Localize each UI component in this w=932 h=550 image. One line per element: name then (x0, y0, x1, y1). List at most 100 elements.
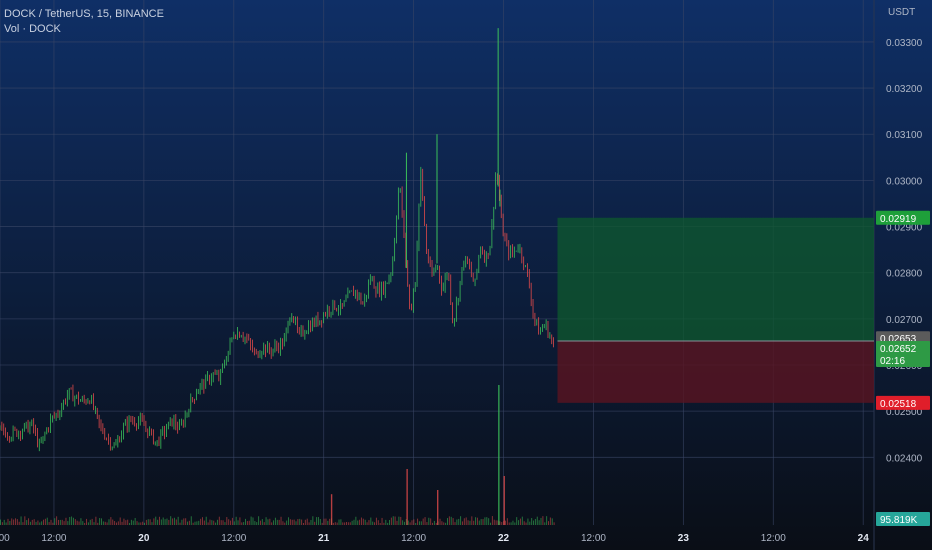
volume-bar (267, 519, 269, 525)
stop-price-label-bg (876, 395, 930, 410)
volume-bar (78, 521, 80, 525)
volume-bar (24, 516, 26, 525)
volume-bar (31, 519, 33, 525)
volume-bar (123, 518, 125, 525)
entry-price-label: 0.02652 (880, 344, 917, 355)
x-tick-label: 12:00 (221, 533, 246, 544)
volume-bar (84, 522, 86, 525)
target-price-label-bg (876, 210, 930, 225)
volume-spike (437, 490, 439, 525)
volume-bar (407, 520, 409, 525)
x-tick-label: 12:00 (41, 533, 66, 544)
volume-bar (465, 517, 467, 525)
volume-bar (138, 522, 140, 525)
target-price-label: 0.02919 (880, 214, 917, 225)
volume-bar (187, 521, 189, 525)
volume-bar (418, 521, 420, 525)
volume-bar (302, 522, 304, 525)
volume-bar (175, 519, 177, 525)
volume-bar (314, 521, 316, 525)
volume-bar (379, 522, 381, 525)
volume-bar (222, 520, 224, 525)
volume-bar (185, 518, 187, 525)
volume-bar (377, 520, 379, 525)
volume-bar (389, 519, 391, 525)
volume-bar (519, 518, 521, 525)
volume-bar (22, 522, 24, 525)
volume-bar (355, 516, 357, 525)
volume-bar (48, 522, 50, 525)
volume-bar (497, 520, 499, 525)
x-tick-label: 12:00 (581, 533, 606, 544)
y-tick-label: 0.02400 (886, 453, 923, 464)
volume-bar (39, 522, 41, 525)
volume-bar (142, 521, 144, 525)
volume-bar (319, 519, 321, 525)
volume-bar (553, 522, 555, 525)
x-tick-label: 20 (138, 533, 150, 544)
volume-spike (503, 476, 505, 525)
volume-bar (26, 520, 28, 525)
chart-title: DOCK / TetherUS, 15, BINANCE (4, 8, 164, 20)
volume-bar (239, 517, 241, 525)
volume-bar (506, 518, 508, 525)
volume-bar (493, 519, 495, 525)
volume-bar (327, 520, 329, 525)
volume-bar (172, 518, 174, 525)
volume-bar (534, 518, 536, 525)
volume-bar (237, 520, 239, 525)
volume-bar (346, 521, 348, 525)
volume-bar (291, 519, 293, 525)
volume-bar (125, 520, 127, 525)
x-tick-label: 21 (318, 533, 330, 544)
volume-bar (63, 521, 65, 525)
volume-bar (323, 518, 325, 525)
volume-bar (289, 519, 291, 525)
volume-bar (18, 521, 20, 525)
x-tick-label: 22 (498, 533, 510, 544)
currency-label: USDT (888, 7, 916, 18)
volume-bar (224, 522, 226, 525)
volume-label-bg (876, 512, 930, 526)
volume-bar (538, 520, 540, 525)
volume-bar (340, 519, 342, 525)
volume-bar (207, 522, 209, 525)
volume-bar (390, 517, 392, 525)
y-tick-label: 0.03200 (886, 84, 923, 95)
volume-bar (28, 518, 30, 525)
volume-bar (288, 517, 290, 525)
volume-bar (153, 518, 155, 525)
volume-bar (112, 519, 114, 525)
stop-zone (557, 341, 874, 403)
volume-bar (372, 521, 374, 525)
volume-bar (54, 518, 56, 525)
volume-bar (211, 520, 213, 525)
volume-bar (368, 520, 370, 525)
volume-bar (413, 519, 415, 525)
volume-bar (486, 517, 488, 525)
volume-bar (308, 522, 310, 525)
volume-bar (151, 522, 153, 525)
volume-bar (65, 517, 67, 525)
volume-bar (475, 517, 477, 525)
volume-bar (312, 516, 314, 525)
volume-bar (387, 522, 389, 525)
volume-indicator-label: Vol · DOCK (4, 23, 61, 35)
volume-bar (501, 521, 503, 525)
volume-bar (353, 519, 355, 525)
volume-bar (452, 518, 454, 525)
volume-bar (97, 522, 99, 525)
volume-bar (157, 519, 159, 525)
volume-bar (551, 518, 553, 525)
volume-bar (256, 522, 258, 525)
volume-bar (254, 521, 256, 525)
volume-bar (59, 519, 61, 525)
volume-bar (3, 519, 5, 525)
volume-bar (213, 520, 215, 525)
volume-bar (402, 520, 404, 525)
volume-bar (43, 519, 45, 525)
y-tick-label: 0.02500 (886, 407, 923, 418)
volume-bar (149, 519, 151, 525)
